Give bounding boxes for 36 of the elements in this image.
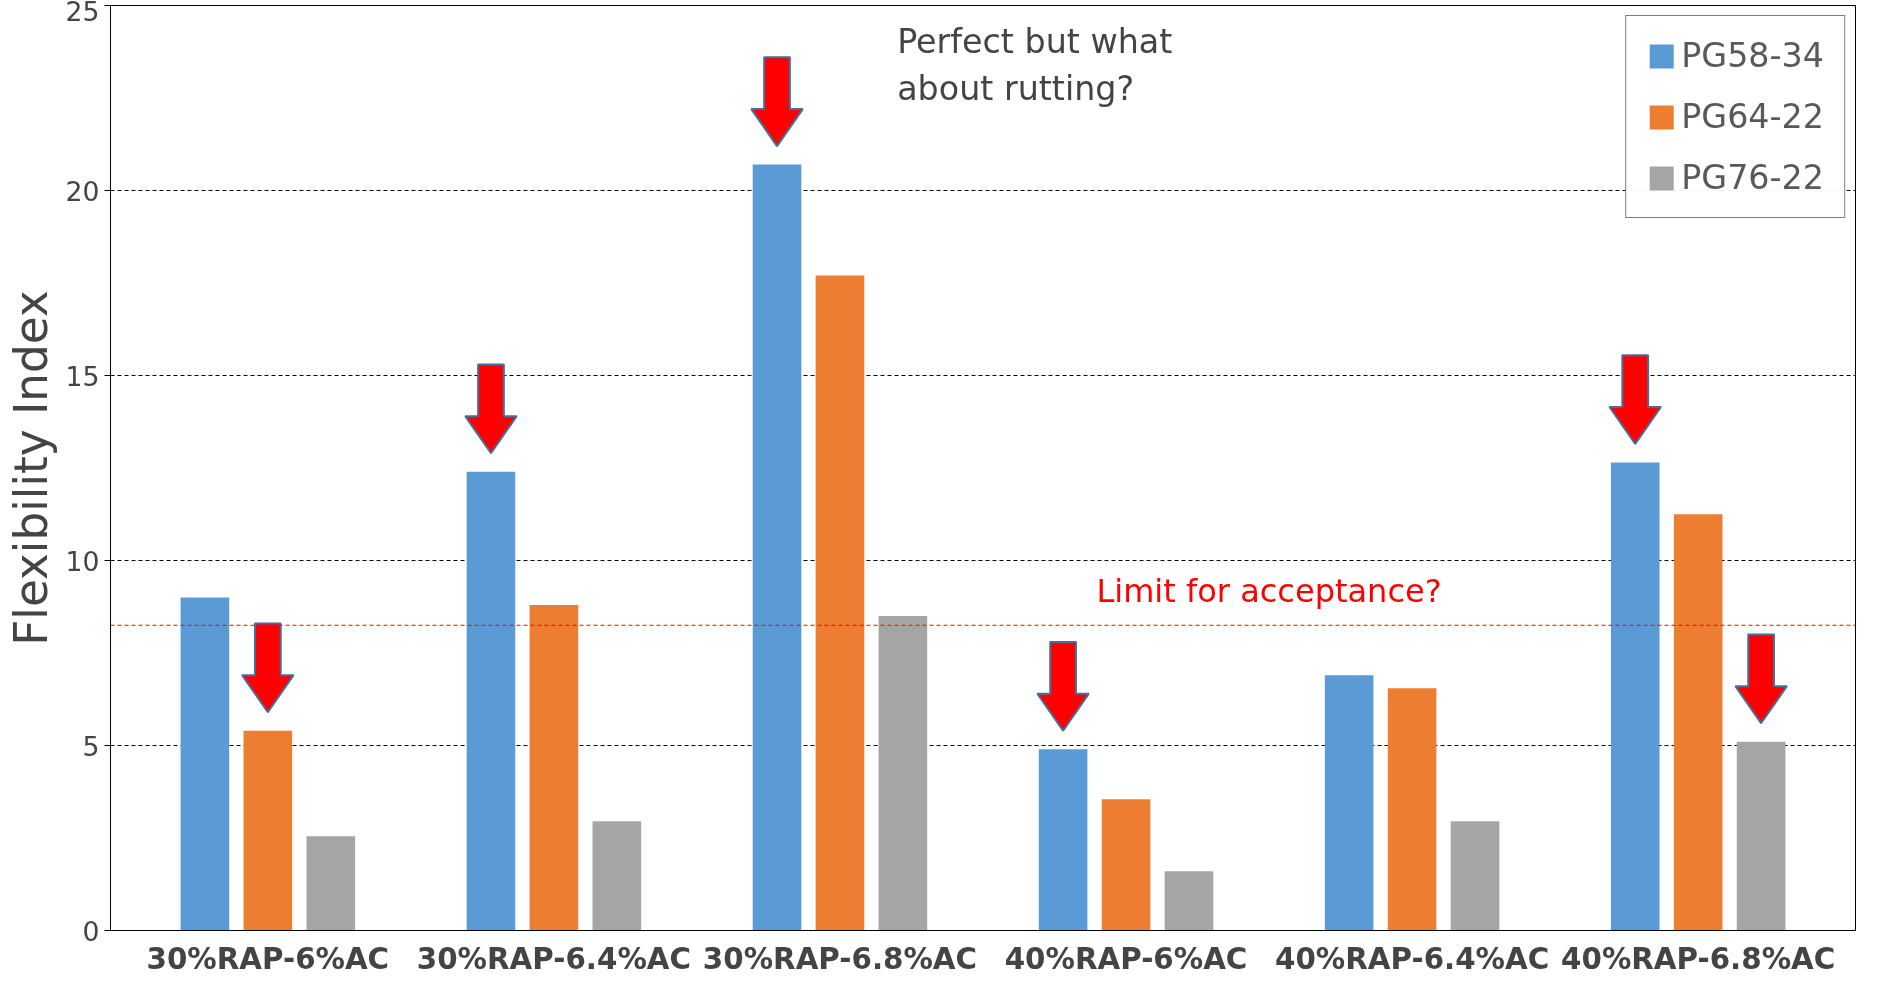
bar xyxy=(180,597,230,931)
y-tick-label: 10 xyxy=(65,545,100,577)
y-axis-title: Flexibility Index xyxy=(4,290,58,646)
bar xyxy=(1736,741,1786,931)
legend-label: PG64-22 xyxy=(1681,97,1824,136)
bar xyxy=(815,275,865,931)
y-tick-label: 25 xyxy=(65,0,100,27)
bar xyxy=(752,164,802,931)
bar xyxy=(1164,871,1214,931)
x-tick-label: 30%RAP-6.8%AC xyxy=(702,941,978,976)
x-tick-label: 40%RAP-6.8%AC xyxy=(1561,941,1836,976)
bar xyxy=(1673,514,1723,931)
bar xyxy=(1450,821,1500,931)
bar xyxy=(243,730,293,931)
y-tick-label: 0 xyxy=(82,915,100,947)
y-tick-label: 15 xyxy=(65,360,100,392)
bar xyxy=(1610,462,1660,931)
bar xyxy=(1038,749,1088,931)
bar xyxy=(878,616,928,931)
x-tick-label: 40%RAP-6%AC xyxy=(1004,941,1248,976)
legend-label: PG58-34 xyxy=(1681,36,1824,75)
x-tick-label: 30%RAP-6%AC xyxy=(146,941,390,976)
bar xyxy=(529,604,579,931)
bar xyxy=(1324,675,1374,931)
ref-line-label: Limit for acceptance? xyxy=(1096,572,1442,611)
y-tick-label: 5 xyxy=(82,730,100,762)
bar xyxy=(466,471,516,931)
bar xyxy=(592,821,642,931)
annotation: Perfect but what about rutting? xyxy=(897,21,1173,108)
bar xyxy=(1101,799,1151,931)
bar xyxy=(1387,688,1437,931)
x-tick-label: 40%RAP-6.4%AC xyxy=(1275,941,1550,976)
y-tick-label: 20 xyxy=(65,175,100,207)
bar xyxy=(306,836,356,931)
legend-label: PG76-22 xyxy=(1681,158,1824,197)
x-tick-label: 30%RAP-6.4%AC xyxy=(416,941,692,976)
